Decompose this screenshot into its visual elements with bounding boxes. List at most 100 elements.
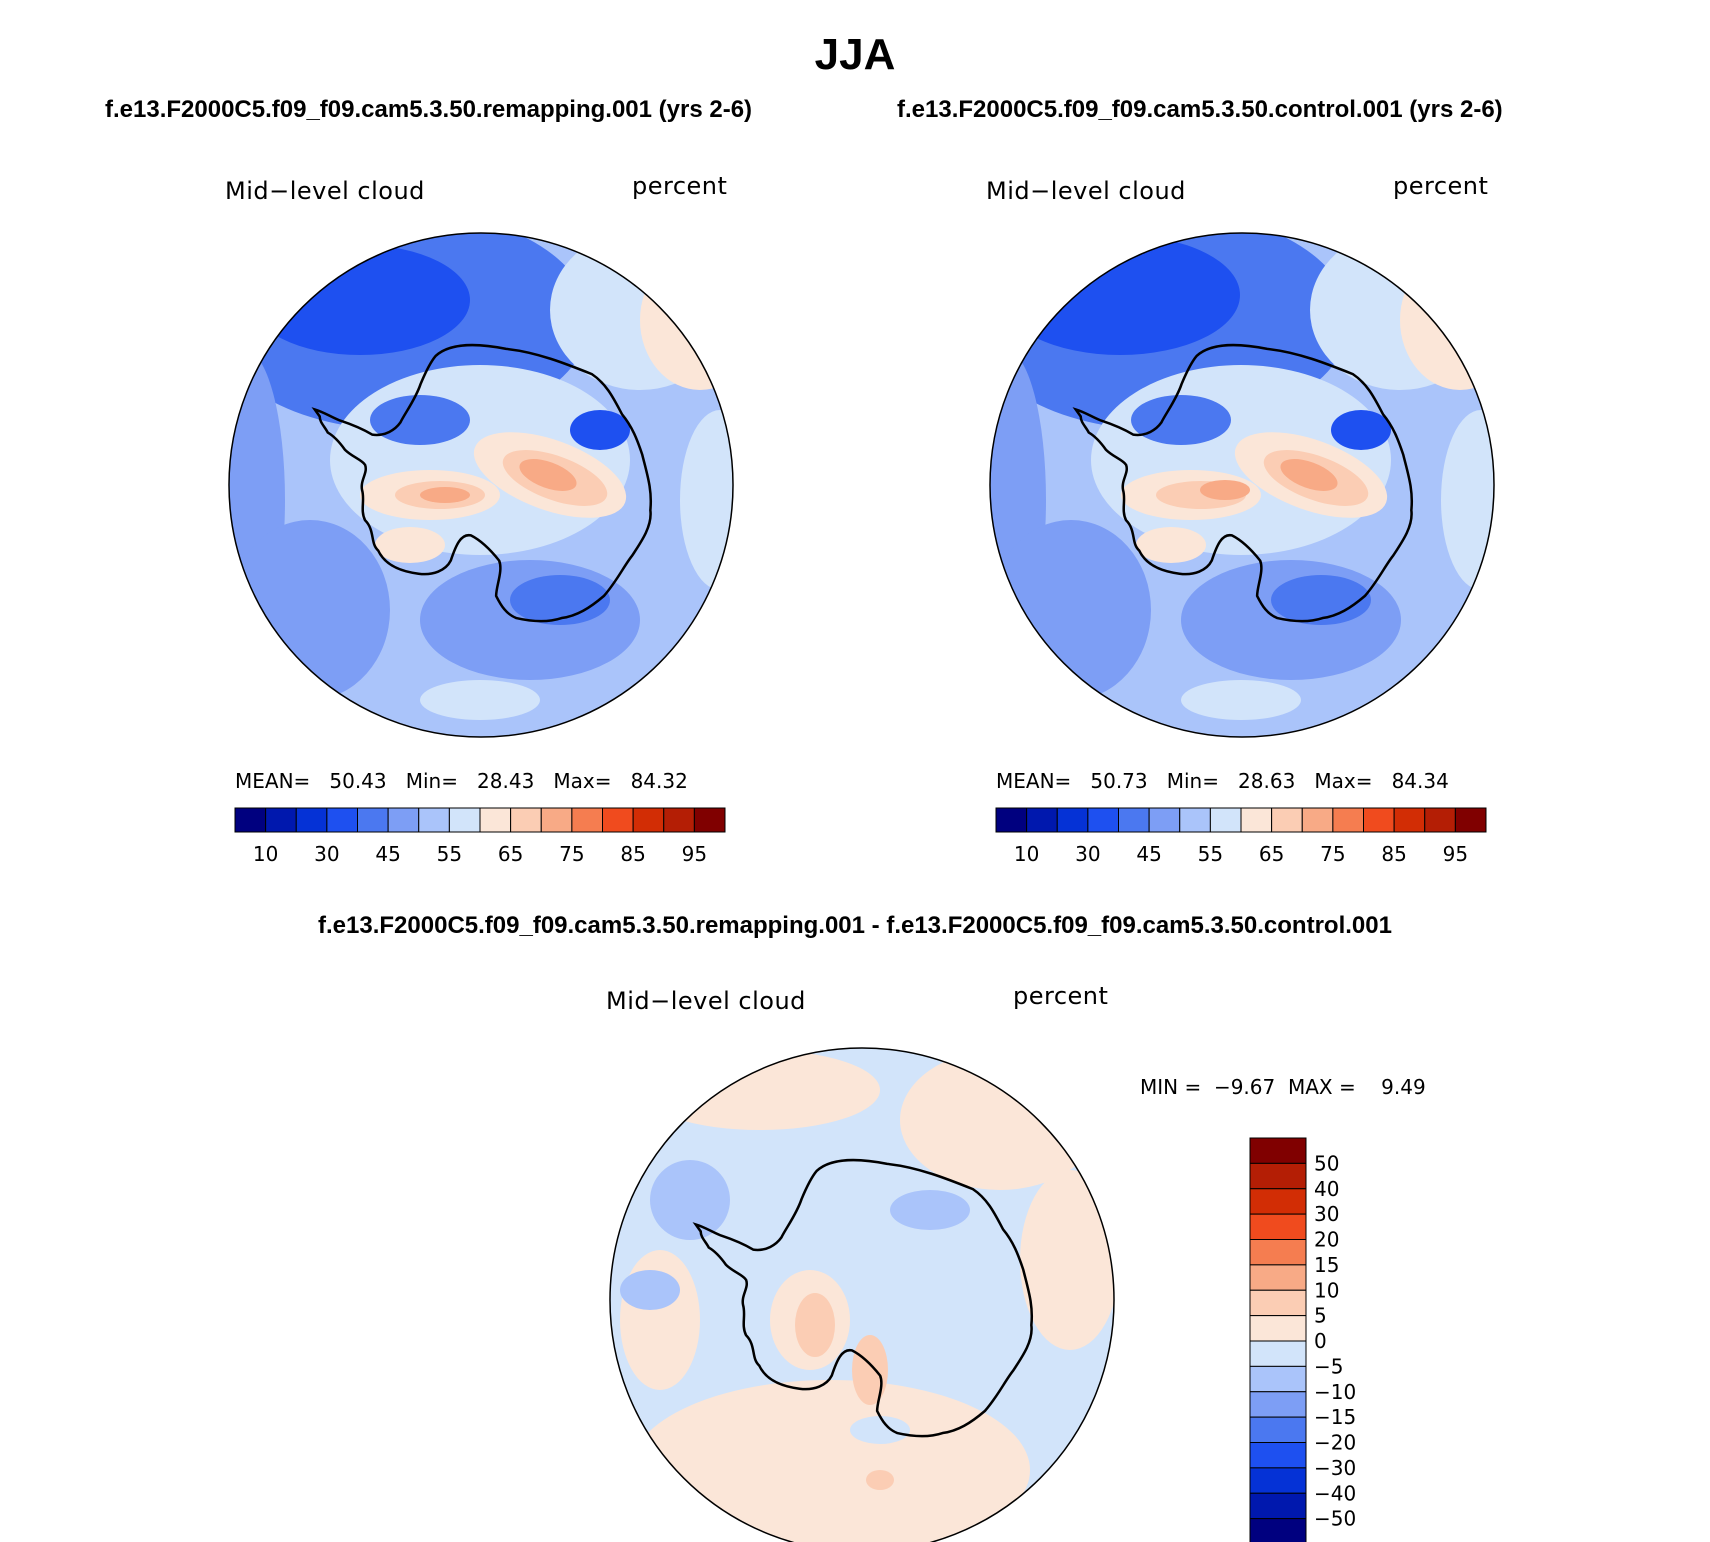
- colorbar-swatch: [663, 807, 695, 833]
- colorbar-swatch: [1249, 1239, 1307, 1266]
- diff-max-value: 9.49: [1381, 1075, 1426, 1099]
- colorbar-swatch: [571, 807, 603, 833]
- left-case-title: f.e13.F2000C5.f09_f09.cam5.3.50.remappin…: [105, 96, 753, 123]
- colorbar-tick-label: −10: [1314, 1380, 1356, 1404]
- left-variable-label: Mid−level cloud: [225, 177, 425, 205]
- diff-min-label: MIN =: [1140, 1075, 1202, 1099]
- right-min-value: 28.63: [1238, 769, 1296, 793]
- colorbar-swatch: [448, 807, 481, 833]
- colorbar-swatch: [295, 807, 328, 833]
- colorbar-swatch: [1249, 1492, 1307, 1520]
- colorbar-tick-label: 10: [253, 842, 278, 866]
- right-stats: MEAN= 50.73 Min= 28.63 Max= 84.34: [996, 769, 1449, 793]
- colorbar-swatch: [1087, 807, 1119, 833]
- colorbar-swatch: [1332, 807, 1364, 833]
- colorbar-tick-label: 10: [1014, 842, 1039, 866]
- colorbar-swatch: [1249, 1137, 1307, 1164]
- colorbar-swatch: [1179, 807, 1211, 833]
- colorbar-tick-label: 55: [1198, 842, 1223, 866]
- colorbar-swatch: [1454, 807, 1487, 833]
- colorbar-swatch: [632, 807, 665, 833]
- diff-stats: MIN = −9.67 MAX = 9.49: [1140, 1075, 1426, 1099]
- colorbar-swatch: [1249, 1391, 1307, 1418]
- colorbar-tick-label: 55: [437, 842, 462, 866]
- right-colorbar: 10 30 45 55 65 75 85 95: [995, 807, 1487, 866]
- colorbar-tick-label: −30: [1314, 1456, 1356, 1480]
- colorbar-tick-label: 30: [1075, 842, 1100, 866]
- right-max-value: 84.34: [1391, 769, 1449, 793]
- right-units-label: percent: [1393, 172, 1489, 200]
- colorbar-swatch: [1056, 807, 1089, 833]
- colorbar-tick-label: 20: [1314, 1228, 1339, 1252]
- colorbar-tick-label: 5: [1314, 1304, 1327, 1328]
- right-case-title: f.e13.F2000C5.f09_f09.cam5.3.50.control.…: [897, 96, 1503, 123]
- colorbar-tick-label: 10: [1314, 1278, 1339, 1302]
- left-polar-map: [228, 232, 734, 738]
- colorbar-tick-label: 15: [1314, 1253, 1339, 1277]
- colorbar-swatch: [1249, 1188, 1307, 1215]
- colorbar-swatch: [1026, 807, 1058, 833]
- colorbar-tick-label: 65: [498, 842, 523, 866]
- diff-max-label: MAX =: [1287, 1075, 1356, 1099]
- colorbar-swatch: [1118, 807, 1150, 833]
- colorbar-tick-label: 45: [375, 842, 400, 866]
- left-max-value: 84.32: [630, 769, 688, 793]
- colorbar-swatch: [1249, 1467, 1307, 1494]
- colorbar-tick-label: 95: [682, 842, 707, 866]
- left-stats: MEAN= 50.43 Min= 28.43 Max= 84.32: [235, 769, 688, 793]
- colorbar-tick-label: 65: [1259, 842, 1284, 866]
- colorbar-tick-label: −40: [1314, 1481, 1356, 1505]
- diff-units-label: percent: [1013, 982, 1109, 1010]
- colorbar-swatch: [387, 807, 420, 833]
- colorbar-swatch: [995, 807, 1028, 833]
- colorbar-swatch: [602, 807, 634, 833]
- colorbar-swatch: [1363, 807, 1395, 833]
- colorbar-swatch: [1249, 1365, 1307, 1393]
- colorbar-tick-label: 30: [1314, 1202, 1339, 1226]
- left-units-label: percent: [632, 172, 728, 200]
- colorbar-tick-label: 75: [559, 842, 584, 866]
- colorbar-swatch: [1249, 1518, 1307, 1542]
- colorbar-tick-label: 30: [314, 842, 339, 866]
- colorbar-swatch: [1301, 807, 1334, 833]
- colorbar-swatch: [1249, 1442, 1307, 1469]
- left-min-value: 28.43: [477, 769, 535, 793]
- colorbar-swatch: [326, 807, 358, 833]
- colorbar-swatch: [1249, 1416, 1307, 1443]
- colorbar-tick-label: 0: [1314, 1329, 1327, 1353]
- right-mean-value: 50.73: [1090, 769, 1148, 793]
- colorbar-tick-label: 85: [1381, 842, 1406, 866]
- colorbar-swatch: [479, 807, 512, 833]
- colorbar-swatch: [693, 807, 726, 833]
- colorbar-swatch: [357, 807, 389, 833]
- colorbar-swatch: [1249, 1315, 1307, 1342]
- colorbar-swatch: [1249, 1264, 1307, 1291]
- colorbar-swatch: [1249, 1213, 1307, 1240]
- diff-variable-label: Mid−level cloud: [606, 987, 806, 1015]
- colorbar-tick-label: −20: [1314, 1431, 1356, 1455]
- colorbar-tick-label: −50: [1314, 1507, 1356, 1531]
- colorbar-tick-label: 40: [1314, 1177, 1339, 1201]
- left-mean-label: MEAN=: [235, 769, 311, 793]
- colorbar-swatch: [1393, 807, 1426, 833]
- right-polar-map: [989, 232, 1495, 738]
- colorbar-swatch: [418, 807, 450, 833]
- colorbar-swatch: [1271, 807, 1303, 833]
- colorbar-swatch: [265, 807, 297, 833]
- right-min-label: Min=: [1166, 769, 1219, 793]
- colorbar-tick-label: −15: [1314, 1405, 1356, 1429]
- colorbar-tick-label: 50: [1314, 1151, 1339, 1175]
- right-mean-label: MEAN=: [996, 769, 1072, 793]
- colorbar-swatch: [1209, 807, 1242, 833]
- colorbar-swatch: [510, 807, 542, 833]
- colorbar-tick-label: 85: [620, 842, 645, 866]
- right-variable-label: Mid−level cloud: [986, 177, 1186, 205]
- colorbar-tick-label: −5: [1314, 1354, 1343, 1378]
- colorbar-swatch: [1249, 1289, 1307, 1317]
- left-colorbar: 10 30 45 55 65 75 85 95: [234, 807, 726, 866]
- colorbar-swatch: [1240, 807, 1273, 833]
- right-max-label: Max=: [1314, 769, 1373, 793]
- colorbar-swatch: [1249, 1340, 1307, 1367]
- colorbar-tick-label: 75: [1320, 842, 1345, 866]
